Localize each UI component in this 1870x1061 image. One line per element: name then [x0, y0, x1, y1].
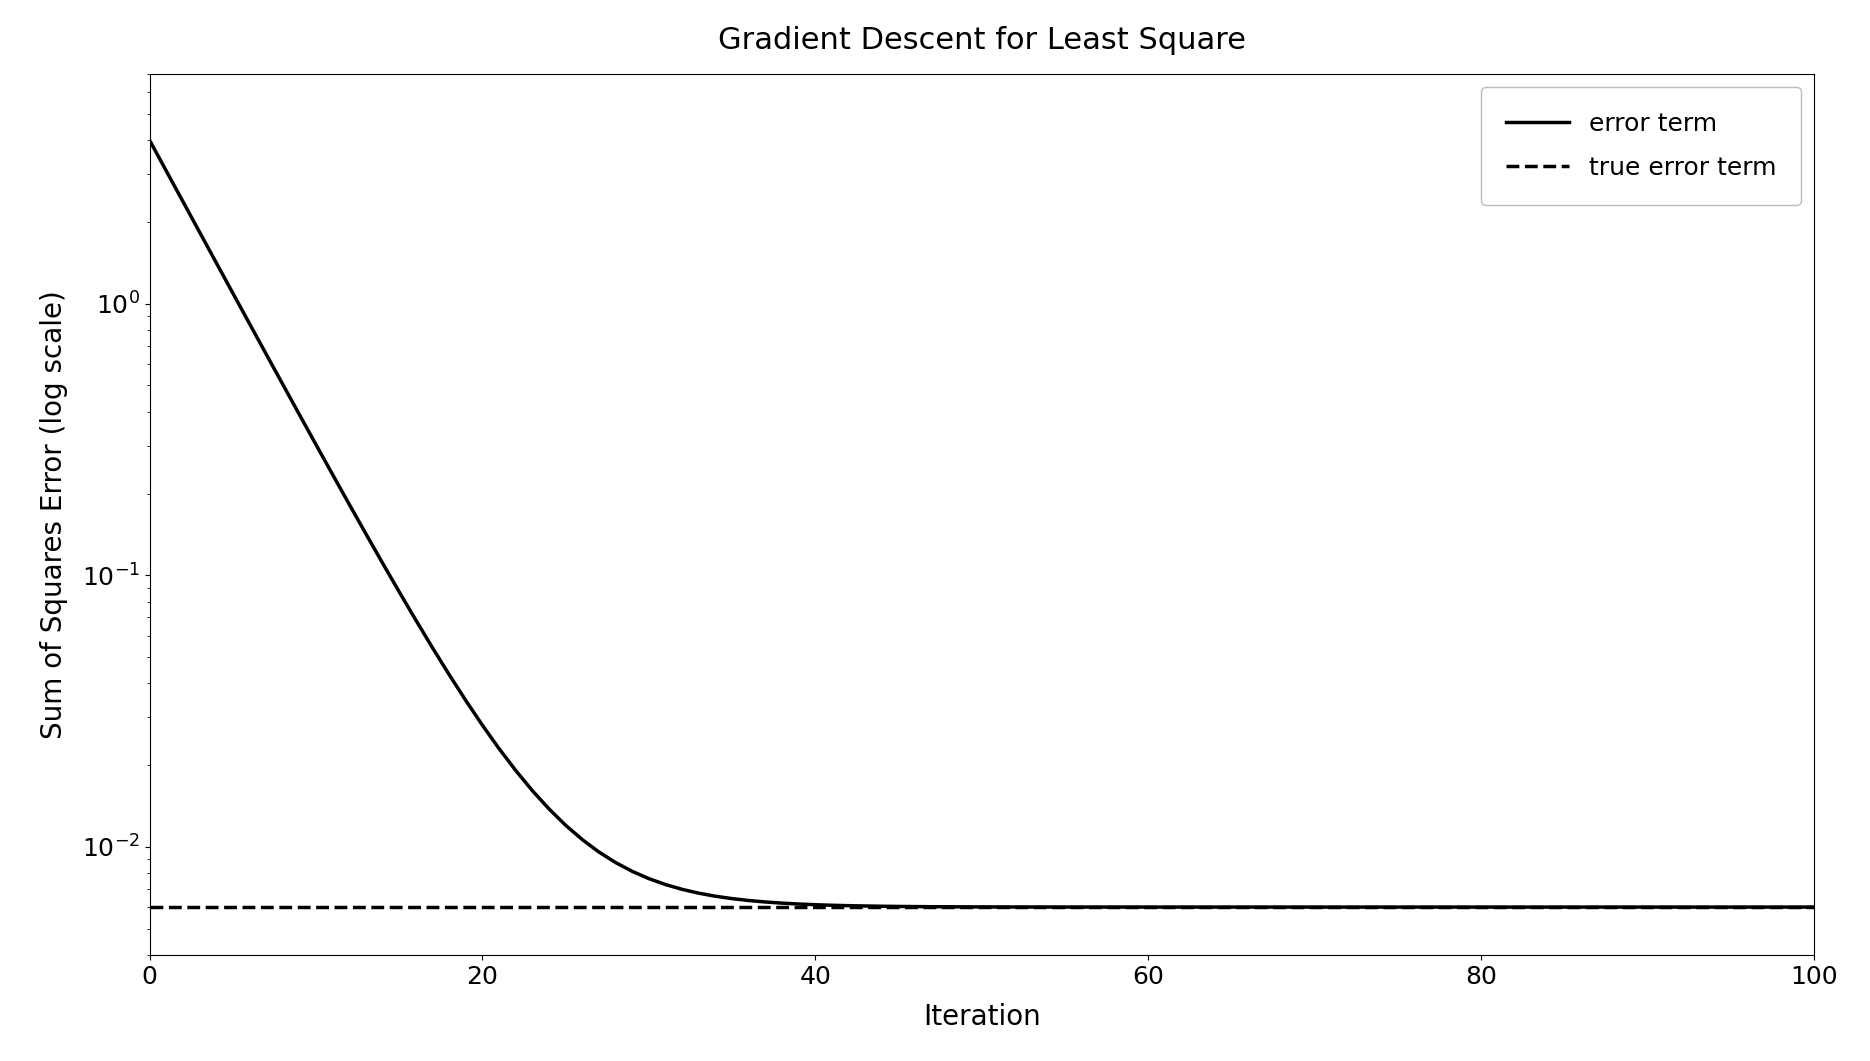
error term	[903, 900, 926, 912]
true error term	[1803, 901, 1825, 914]
error term	[1388, 901, 1410, 914]
error term	[1803, 901, 1825, 914]
true error term	[555, 901, 578, 914]
error term	[138, 134, 161, 146]
error term	[555, 819, 578, 832]
true error term	[1303, 901, 1326, 914]
Title: Gradient Descent for Least Square: Gradient Descent for Least Square	[718, 27, 1245, 55]
true error term	[138, 901, 161, 914]
X-axis label: Iteration: Iteration	[924, 1003, 1040, 1030]
true error term	[903, 901, 926, 914]
Legend: error term, true error term: error term, true error term	[1481, 87, 1801, 205]
error term	[1303, 901, 1326, 914]
Line: error term: error term	[150, 140, 1814, 907]
error term	[254, 348, 277, 361]
true error term	[1137, 901, 1159, 914]
Y-axis label: Sum of Squares Error (log scale): Sum of Squares Error (log scale)	[39, 291, 67, 738]
true error term	[1388, 901, 1410, 914]
true error term	[254, 901, 277, 914]
error term	[1137, 901, 1159, 914]
